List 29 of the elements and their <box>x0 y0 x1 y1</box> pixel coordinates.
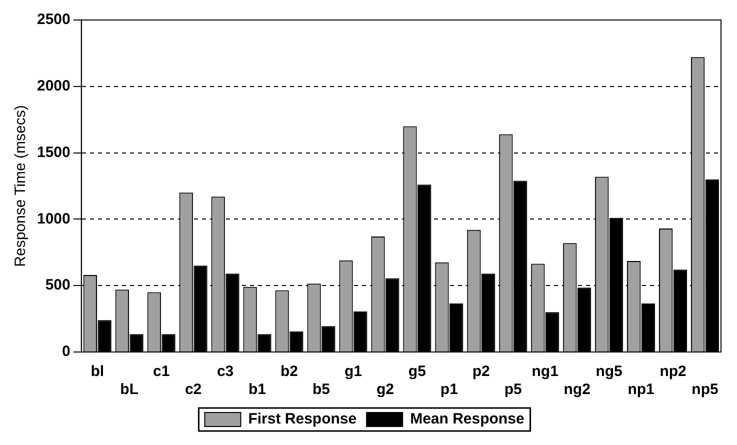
y-tick-label: 2500 <box>36 11 70 28</box>
x-tick-label: c3 <box>216 363 234 380</box>
x-tick-label: np5 <box>692 381 718 398</box>
x-tick-label: p5 <box>504 381 522 398</box>
legend-label: Mean Response <box>410 410 524 428</box>
x-tick-label: b5 <box>312 381 330 398</box>
x-tick-label: ng2 <box>564 381 590 398</box>
y-tick-label: 2000 <box>36 78 70 95</box>
y-tick-label: 0 <box>62 343 70 360</box>
x-tick-label: b1 <box>248 381 266 398</box>
x-tick-label: p1 <box>440 381 458 398</box>
y-tick-label: 500 <box>45 276 70 294</box>
x-tick-label: p2 <box>472 363 490 380</box>
x-tick-label: c1 <box>152 363 170 380</box>
x-tick-label: b2 <box>280 363 298 380</box>
legend-label: First Response <box>248 410 357 428</box>
x-tick-label: bl <box>90 363 104 380</box>
y-axis-title: Response Time (msecs) <box>12 105 30 267</box>
y-tick-label: 1000 <box>36 210 70 228</box>
x-tick-label: ng5 <box>596 363 622 380</box>
x-tick-label: g1 <box>344 363 362 380</box>
x-tick-label: g2 <box>376 381 394 398</box>
x-tick-label: np2 <box>660 363 686 380</box>
x-tick-label: ng1 <box>532 363 558 380</box>
y-tick-label: 1500 <box>36 144 70 161</box>
x-tick-label: c2 <box>184 381 202 398</box>
x-tick-label: bL <box>120 381 139 398</box>
x-tick-label: g5 <box>408 363 426 380</box>
x-tick-label: np1 <box>628 381 654 398</box>
